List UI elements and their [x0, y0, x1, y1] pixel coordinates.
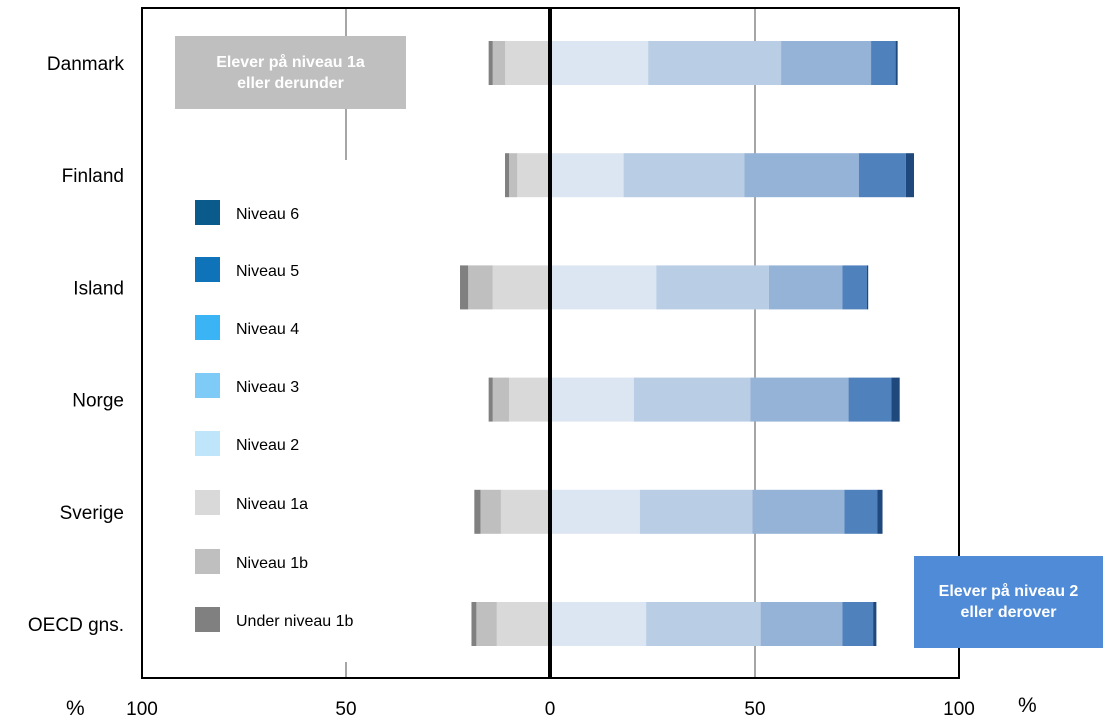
bar-niveau-1b-5	[476, 602, 497, 646]
bar-niveau-5-2	[842, 265, 867, 310]
category-label: OECD gns.	[28, 615, 124, 636]
bar-niveau-4-0	[781, 41, 872, 85]
category-label: Norge	[72, 391, 124, 412]
bar-niveau-5-5	[842, 602, 874, 646]
category-label: Finland	[62, 166, 124, 187]
bar-niveau-3-2	[656, 265, 769, 310]
legend-label: Niveau 4	[236, 321, 299, 338]
bar-niveau-1a-2	[492, 265, 550, 310]
bar-niveau-4-5	[760, 602, 843, 646]
category-label: Island	[73, 278, 124, 299]
bar-niveau-2-0	[550, 41, 649, 85]
legend-label: Under niveau 1b	[236, 613, 354, 630]
x-unit-right: %	[1018, 694, 1037, 717]
bar-niveau-1b-2	[468, 265, 493, 310]
legend-label: Niveau 5	[236, 263, 299, 280]
bar-niveau-3-0	[648, 41, 782, 85]
bar-niveau-5-3	[848, 377, 892, 422]
bar-niveau-2-3	[550, 377, 634, 422]
bar-niveau-1b-1	[509, 153, 518, 198]
x-tick-label: 50	[335, 699, 356, 720]
x-tick-label: 100	[943, 699, 975, 720]
bar-niveau-6-0	[895, 41, 898, 85]
legend-swatch	[195, 373, 220, 398]
legend-swatch	[195, 431, 220, 456]
plot-area-border	[141, 7, 960, 679]
legend-swatch	[195, 257, 220, 282]
legend-label: Niveau 1b	[236, 555, 308, 572]
bar-niveau-6-5	[873, 602, 877, 646]
bar-niveau-5-4	[844, 489, 878, 534]
bar-niveau-4-4	[752, 489, 845, 534]
bar-niveau-2-4	[550, 489, 640, 534]
x-tick-label: 50	[744, 699, 765, 720]
bar-niveau-1b-0	[492, 41, 506, 85]
x-tick-label: 100	[126, 699, 158, 720]
annotation-left: Elever på niveau 1a eller derunder	[175, 36, 406, 109]
x-unit-left: %	[66, 697, 85, 720]
legend-label: Niveau 3	[236, 379, 299, 396]
bar-niveau-2-5	[550, 602, 647, 646]
category-label: Sverige	[60, 503, 124, 524]
bar-niveau-1a-4	[500, 489, 550, 534]
legend-label: Niveau 2	[236, 437, 299, 454]
bar-niveau-1a-0	[505, 41, 550, 85]
bar-niveau-2-2	[550, 265, 657, 310]
bar-niveau-4-3	[750, 377, 849, 422]
bar-niveau-3-4	[639, 489, 753, 534]
legend-swatch	[195, 490, 220, 515]
bar-niveau-5-1	[858, 153, 906, 198]
bar-under-niveau-1b-1	[505, 153, 510, 198]
bar-niveau-4-1	[744, 153, 859, 198]
bar-niveau-6-2	[866, 265, 869, 310]
bar-niveau-4-2	[768, 265, 843, 310]
bar-niveau-1a-3	[509, 377, 550, 422]
bar-niveau-1b-4	[480, 489, 501, 534]
bar-niveau-5-0	[871, 41, 896, 85]
bar-niveau-1b-3	[492, 377, 510, 422]
legend-swatch	[195, 549, 220, 574]
bar-niveau-1a-1	[517, 153, 550, 198]
bar-niveau-6-4	[877, 489, 883, 534]
bar-under-niveau-1b-3	[488, 377, 493, 422]
bar-niveau-3-3	[633, 377, 751, 422]
bar-niveau-1a-5	[496, 602, 550, 646]
bar-niveau-6-3	[891, 377, 900, 422]
legend-label: Niveau 6	[236, 206, 299, 223]
bar-under-niveau-1b-0	[488, 41, 493, 85]
legend-swatch	[195, 315, 220, 340]
legend-swatch	[195, 200, 220, 225]
bar-under-niveau-1b-5	[471, 602, 477, 646]
annotation-right: Elever på niveau 2 eller derover	[914, 556, 1103, 648]
x-tick-label: 0	[545, 699, 556, 720]
bar-niveau-3-5	[646, 602, 761, 646]
bar-under-niveau-1b-4	[474, 489, 481, 534]
bar-niveau-2-1	[550, 153, 624, 198]
legend-swatch	[195, 607, 220, 632]
bar-niveau-6-1	[905, 153, 915, 198]
legend-label: Niveau 1a	[236, 496, 308, 513]
bar-niveau-3-1	[623, 153, 745, 198]
bar-under-niveau-1b-2	[460, 265, 469, 310]
category-label: Danmark	[47, 54, 125, 75]
